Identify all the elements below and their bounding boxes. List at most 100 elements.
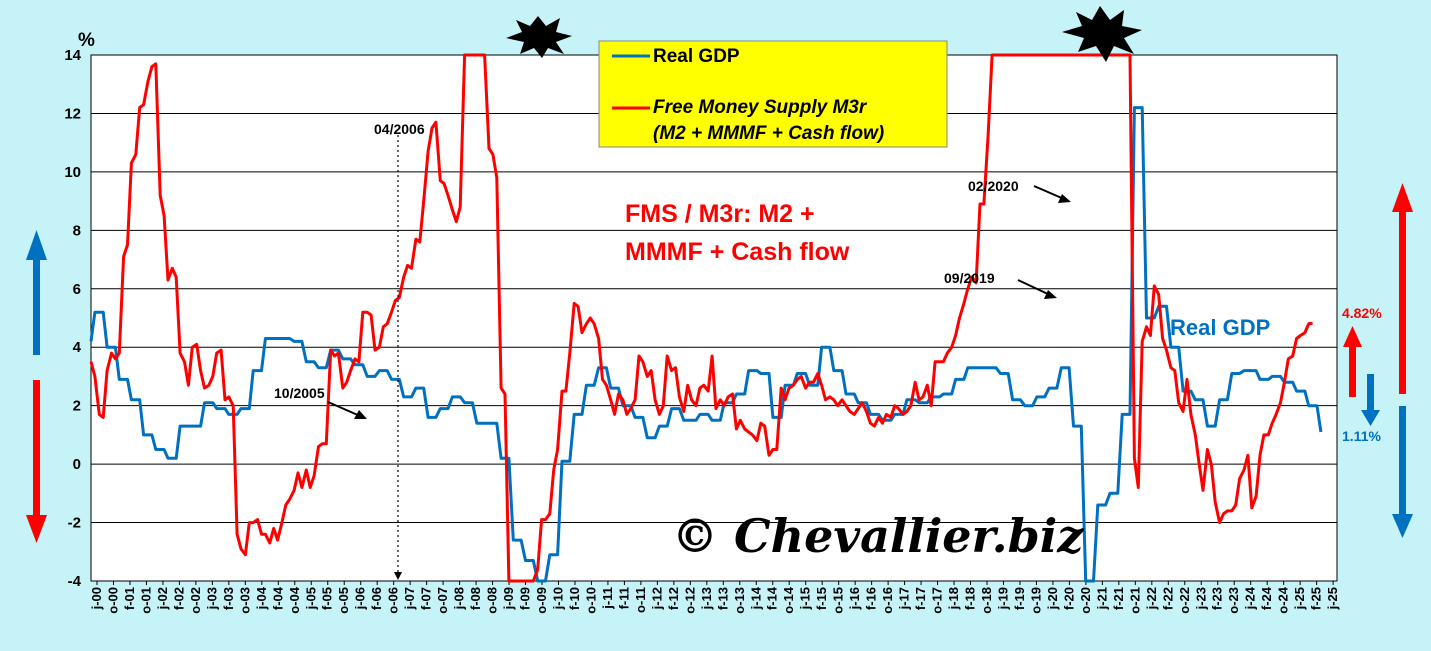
x-tick-label: j-07 <box>402 587 417 610</box>
y-axis-ticks: 14 12 10 8 6 4 2 0 -2 -4 <box>64 47 81 590</box>
x-tick-label: f-17 <box>913 587 928 610</box>
y-tick-label: 4 <box>73 339 82 356</box>
x-tick-label: o-13 <box>732 587 747 614</box>
x-tick-label: j-10 <box>550 587 565 610</box>
x-tick-label: j-25 <box>1292 587 1307 610</box>
x-tick-label: j-24 <box>1243 586 1258 610</box>
gdp-last-value: 1.11% <box>1342 428 1381 444</box>
x-tick-label: o-10 <box>583 587 598 614</box>
right-up-arrow-red-small <box>1343 326 1362 397</box>
left-down-arrow-red <box>26 380 47 543</box>
x-tick-label: j-15 <box>798 587 813 610</box>
x-tick-label: f-08 <box>468 587 483 610</box>
y-axis-unit: % <box>78 30 95 51</box>
arrowhead-09-2019 <box>1044 290 1057 299</box>
x-tick-label: o-02 <box>188 587 203 614</box>
arrow-02-2020 <box>1033 185 1065 200</box>
x-tick-label: f-01 <box>122 587 137 610</box>
x-axis-ticks: j-00 o-00 f-01 o-01 j-02 f-02 o-02 j-03 f-03 o-03… <box>89 581 1340 614</box>
x-tick-label: o-01 <box>138 587 153 614</box>
x-tick-label: o-18 <box>979 587 994 614</box>
x-tick-label: f-22 <box>1160 587 1175 610</box>
x-tick-label: f-18 <box>963 587 978 610</box>
x-tick-label: o-07 <box>435 587 450 614</box>
x-tick-label: o-15 <box>831 587 846 614</box>
copyright-watermark: © Chevallier.biz <box>672 509 1084 563</box>
annotation-02-2020: 02/2020 <box>968 178 1019 194</box>
x-tick-label: j-04 <box>254 586 269 610</box>
x-tick-label: f-12 <box>666 587 681 610</box>
x-tick-label: f-19 <box>1012 587 1027 610</box>
annotation-10-2005: 10/2005 <box>274 385 325 401</box>
x-tick-label: j-11 <box>600 587 615 610</box>
series-line-real-gdp <box>89 106 1323 583</box>
annotation-04-2006: 04/2006 <box>374 121 425 137</box>
y-tick-label: 2 <box>73 398 81 415</box>
arrow-09-2019 <box>1017 279 1051 296</box>
x-tick-label: j-23 <box>1193 587 1208 610</box>
y-tick-label: 14 <box>64 47 81 64</box>
x-tick-label: f-09 <box>518 587 533 610</box>
x-tick-label: j-08 <box>452 587 467 610</box>
x-tick-label: j-18 <box>946 587 961 610</box>
x-tick-label: f-20 <box>1061 587 1076 610</box>
x-tick-label: o-03 <box>237 587 252 614</box>
x-tick-label: o-22 <box>1177 587 1192 614</box>
y-tick-label: 12 <box>64 105 81 122</box>
x-tick-label: f-02 <box>171 587 186 610</box>
x-tick-label: o-05 <box>336 587 351 614</box>
explosion-icon-2008 <box>506 16 572 58</box>
x-tick-label: j-22 <box>1144 587 1159 610</box>
x-tick-label: j-20 <box>1045 587 1060 610</box>
x-tick-label: j-25 <box>1325 587 1340 610</box>
legend: Real GDP Free Money Supply M3r (M2 + MMM… <box>598 40 948 148</box>
annotation-09-2019: 09/2019 <box>944 270 995 286</box>
right-down-arrow-blue-small <box>1361 374 1380 426</box>
x-tick-label: j-13 <box>699 587 714 610</box>
x-tick-label: j-05 <box>303 587 318 610</box>
x-tick-label: o-00 <box>105 587 120 614</box>
y-tick-label: -2 <box>68 515 81 532</box>
x-tick-label: o-23 <box>1226 587 1241 614</box>
y-tick-label: 6 <box>73 281 81 298</box>
real-gdp-label: Real GDP <box>1170 315 1270 340</box>
x-tick-label: j-03 <box>204 587 219 610</box>
x-tick-label: f-23 <box>1210 587 1225 610</box>
x-tick-label: o-24 <box>1276 586 1291 614</box>
x-tick-label: o-16 <box>880 587 895 614</box>
x-tick-label: j-14 <box>748 586 763 610</box>
x-tick-label: o-08 <box>485 587 500 614</box>
x-tick-label: j-09 <box>501 587 516 610</box>
fms-last-value: 4.82% <box>1342 305 1382 321</box>
legend-box <box>598 40 948 148</box>
x-tick-label: f-06 <box>369 587 384 610</box>
x-tick-label: o-12 <box>682 587 697 614</box>
x-tick-label: o-14 <box>781 586 796 614</box>
x-tick-label: o-06 <box>386 587 401 614</box>
x-tick-label: o-19 <box>1028 587 1043 614</box>
x-tick-label: f-07 <box>419 587 434 610</box>
y-tick-label: -4 <box>68 573 82 590</box>
x-tick-label: f-11 <box>616 587 631 609</box>
x-tick-label: j-06 <box>353 587 368 610</box>
right-down-arrow-blue-large <box>1392 406 1413 538</box>
x-tick-label: f-13 <box>715 587 730 610</box>
x-tick-label: o-21 <box>1127 587 1142 614</box>
x-tick-label: f-25 <box>1309 587 1324 610</box>
x-tick-label: o-09 <box>534 587 549 614</box>
x-tick-label: o-04 <box>287 586 302 614</box>
x-tick-label: f-15 <box>814 587 829 610</box>
arrowhead-10-2005 <box>354 410 367 419</box>
x-tick-label: f-04 <box>270 586 285 610</box>
legend-label-gdp: Real GDP <box>653 46 740 67</box>
x-tick-label: j-00 <box>89 587 104 610</box>
x-tick-label: f-24 <box>1259 586 1274 610</box>
legend-label-fms-line1: Free Money Supply M3r <box>653 97 868 118</box>
x-tick-label: o-11 <box>633 587 648 613</box>
x-tick-label: f-05 <box>320 587 335 610</box>
x-tick-label: j-02 <box>155 587 170 610</box>
x-tick-label: f-03 <box>221 587 236 610</box>
fms-title-line1: FMS / M3r: M2 + <box>625 200 815 228</box>
x-tick-label: f-21 <box>1111 587 1126 610</box>
